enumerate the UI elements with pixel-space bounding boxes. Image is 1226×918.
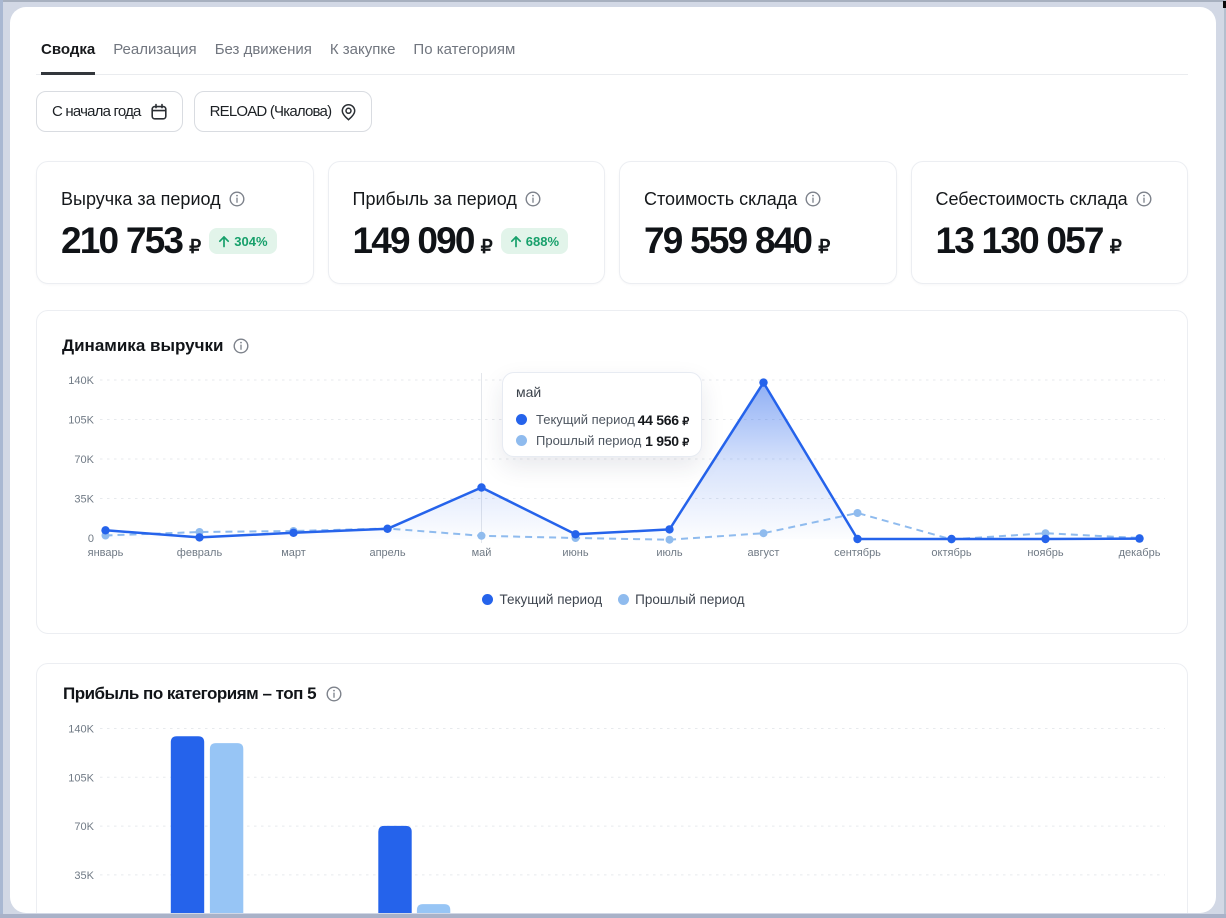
svg-text:май: май	[472, 547, 492, 559]
svg-text:35K: 35K	[74, 870, 94, 882]
svg-text:октябрь: октябрь	[931, 547, 971, 559]
svg-text:март: март	[281, 547, 306, 559]
svg-text:июнь: июнь	[562, 547, 588, 559]
svg-text:январь: январь	[88, 547, 124, 559]
svg-text:105K: 105K	[68, 415, 94, 427]
svg-text:140K: 140K	[68, 724, 94, 736]
svg-text:140K: 140K	[68, 375, 94, 387]
svg-text:июль: июль	[656, 547, 683, 559]
svg-text:70K: 70K	[74, 454, 94, 466]
svg-text:декабрь: декабрь	[1119, 547, 1161, 559]
svg-text:сентябрь: сентябрь	[834, 547, 881, 559]
svg-text:35K: 35K	[74, 494, 94, 506]
svg-text:ноябрь: ноябрь	[1027, 547, 1064, 559]
svg-text:70K: 70K	[74, 821, 94, 833]
svg-text:0: 0	[88, 533, 94, 545]
svg-text:август: август	[748, 547, 780, 559]
svg-text:апрель: апрель	[369, 547, 405, 559]
svg-text:февраль: февраль	[177, 547, 223, 559]
svg-text:105K: 105K	[68, 772, 94, 784]
